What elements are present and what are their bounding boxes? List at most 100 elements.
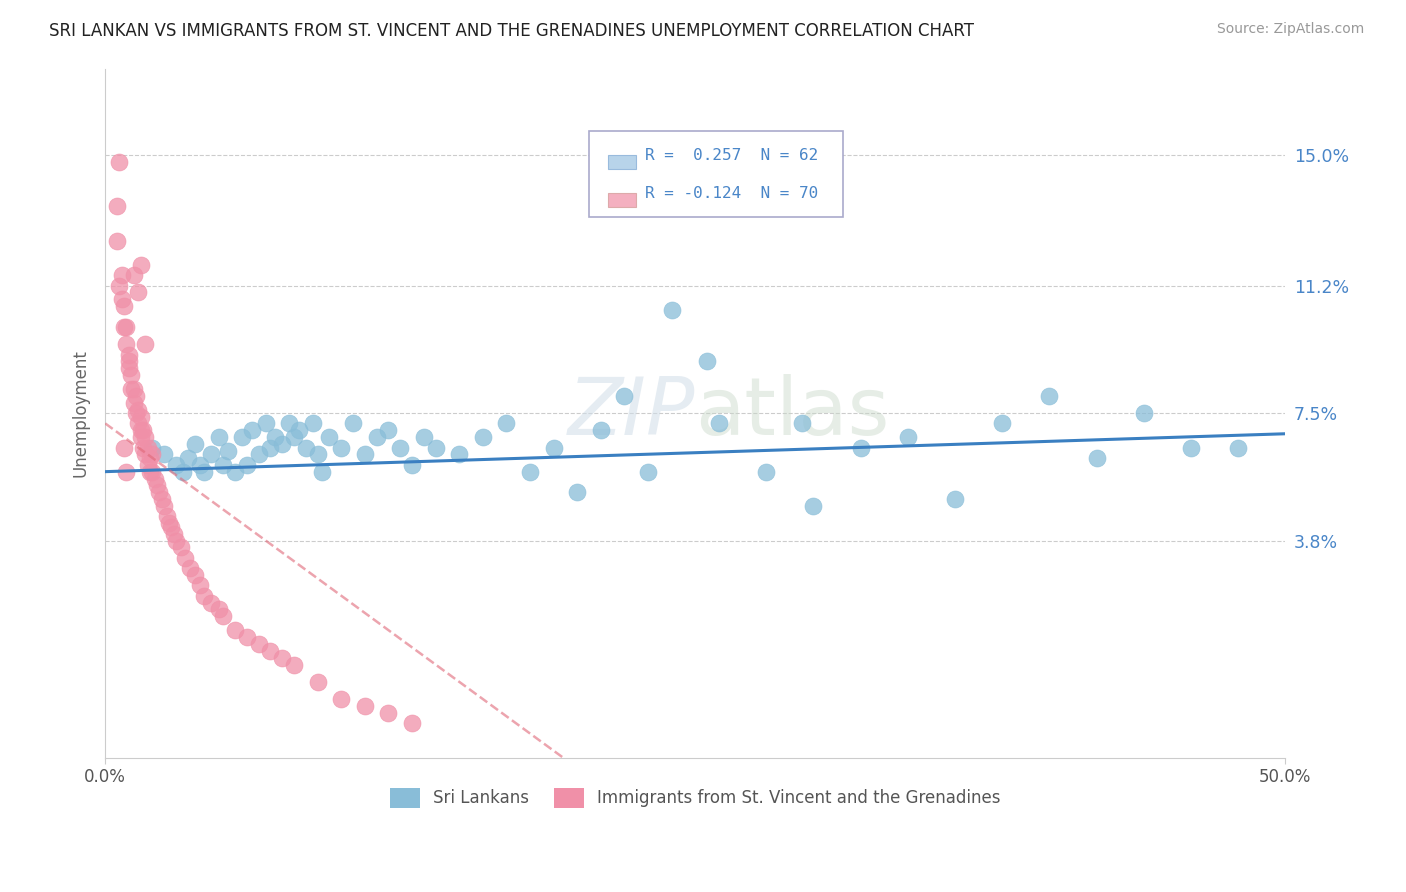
Point	[150, 492, 173, 507]
Point	[236, 458, 259, 472]
Point	[661, 302, 683, 317]
Point	[755, 465, 778, 479]
Point	[184, 568, 207, 582]
Text: SRI LANKAN VS IMMIGRANTS FROM ST. VINCENT AND THE GRENADINES UNEMPLOYMENT CORREL: SRI LANKAN VS IMMIGRANTS FROM ST. VINCEN…	[49, 22, 974, 40]
Point	[897, 430, 920, 444]
Point	[141, 465, 163, 479]
Point	[127, 285, 149, 300]
Point	[212, 458, 235, 472]
Point	[188, 458, 211, 472]
Point	[177, 450, 200, 465]
Point	[254, 417, 277, 431]
Point	[707, 417, 730, 431]
Point	[112, 320, 135, 334]
Point	[1180, 441, 1202, 455]
Point	[134, 447, 156, 461]
Point	[425, 441, 447, 455]
Text: R =  0.257  N = 62: R = 0.257 N = 62	[644, 147, 818, 162]
Point	[188, 578, 211, 592]
Point	[366, 430, 388, 444]
Point	[111, 268, 134, 283]
Point	[163, 526, 186, 541]
Point	[132, 441, 155, 455]
Point	[307, 447, 329, 461]
Point	[118, 347, 141, 361]
Point	[318, 430, 340, 444]
Point	[330, 441, 353, 455]
Point	[172, 465, 194, 479]
Point	[108, 278, 131, 293]
Point	[231, 430, 253, 444]
Point	[174, 550, 197, 565]
Point	[207, 430, 229, 444]
Point	[153, 447, 176, 461]
Point	[330, 692, 353, 706]
Legend: Sri Lankans, Immigrants from St. Vincent and the Grenadines: Sri Lankans, Immigrants from St. Vincent…	[382, 781, 1008, 814]
Point	[449, 447, 471, 461]
FancyBboxPatch shape	[607, 154, 637, 169]
Point	[353, 447, 375, 461]
Point	[122, 396, 145, 410]
Point	[307, 674, 329, 689]
Point	[160, 520, 183, 534]
Point	[129, 258, 152, 272]
Point	[165, 533, 187, 548]
Point	[118, 361, 141, 376]
Point	[115, 320, 138, 334]
Point	[471, 430, 494, 444]
FancyBboxPatch shape	[607, 193, 637, 207]
Point	[120, 382, 142, 396]
Point	[134, 430, 156, 444]
Point	[127, 402, 149, 417]
FancyBboxPatch shape	[589, 130, 842, 217]
Point	[991, 417, 1014, 431]
Point	[157, 516, 180, 531]
Point	[129, 430, 152, 444]
Point	[1227, 441, 1250, 455]
Point	[247, 447, 270, 461]
Point	[193, 589, 215, 603]
Point	[519, 465, 541, 479]
Point	[132, 423, 155, 437]
Point	[259, 644, 281, 658]
Point	[122, 382, 145, 396]
Point	[1085, 450, 1108, 465]
Point	[401, 716, 423, 731]
Point	[200, 596, 222, 610]
Point	[141, 441, 163, 455]
Point	[136, 458, 159, 472]
Point	[125, 389, 148, 403]
Point	[224, 623, 246, 637]
Point	[105, 199, 128, 213]
Point	[111, 293, 134, 307]
Point	[412, 430, 434, 444]
Point	[543, 441, 565, 455]
Point	[377, 706, 399, 720]
Point	[127, 417, 149, 431]
Point	[353, 698, 375, 713]
Point	[302, 417, 325, 431]
Point	[120, 368, 142, 383]
Point	[271, 437, 294, 451]
Point	[1132, 406, 1154, 420]
Point	[849, 441, 872, 455]
Point	[179, 561, 201, 575]
Point	[264, 430, 287, 444]
Point	[240, 423, 263, 437]
Point	[207, 602, 229, 616]
Point	[495, 417, 517, 431]
Point	[283, 657, 305, 672]
Point	[118, 354, 141, 368]
Point	[567, 485, 589, 500]
Point	[125, 406, 148, 420]
Point	[170, 541, 193, 555]
Point	[112, 441, 135, 455]
Point	[589, 423, 612, 437]
Text: R = -0.124  N = 70: R = -0.124 N = 70	[644, 186, 818, 202]
Point	[139, 465, 162, 479]
Point	[790, 417, 813, 431]
Point	[247, 637, 270, 651]
Point	[122, 268, 145, 283]
Point	[129, 423, 152, 437]
Point	[184, 437, 207, 451]
